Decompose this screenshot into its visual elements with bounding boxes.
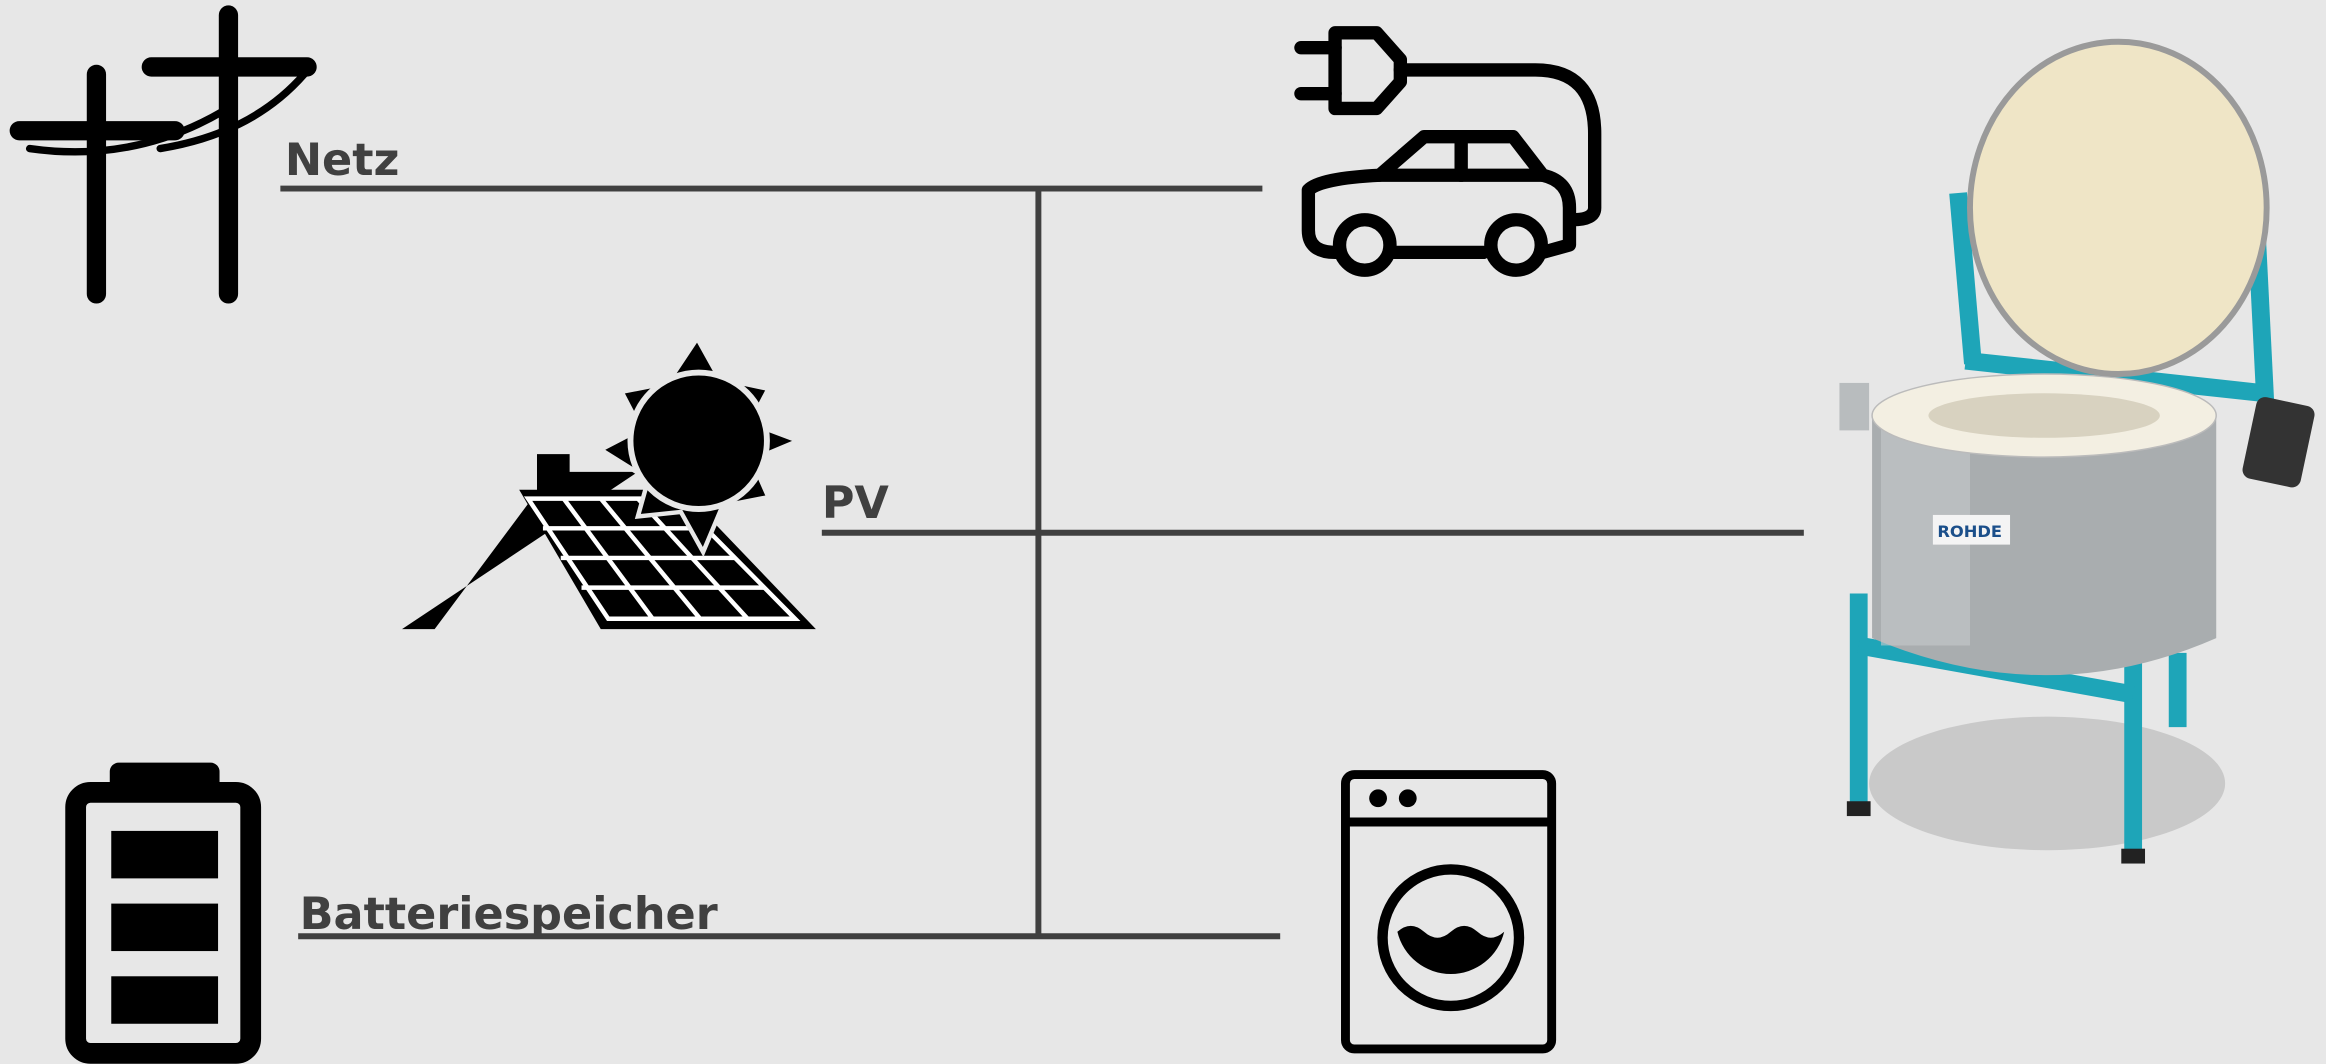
energy-diagram: Netz PV Batteriespeicher	[0, 0, 2326, 1064]
kiln-brand: ROHDE	[1937, 522, 2002, 541]
battery-label: Batteriespeicher	[300, 889, 718, 940]
page: {"labels": {"grid": "Netz", "pv": "PV", …	[0, 0, 2326, 1064]
grid-label: Netz	[285, 135, 400, 186]
pv-label: PV	[822, 478, 890, 529]
